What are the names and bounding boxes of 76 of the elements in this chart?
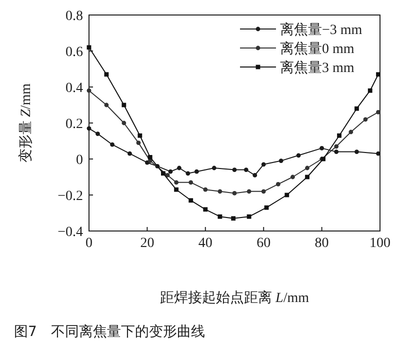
point [128, 151, 132, 156]
point [334, 150, 339, 154]
point [376, 72, 380, 77]
point [168, 169, 173, 174]
point [232, 191, 237, 196]
point [122, 120, 126, 126]
point [104, 102, 109, 108]
y-tick-label: −0.4 [58, 225, 83, 240]
point [376, 110, 380, 114]
y-axis-title: 变形量 Z/mm [18, 83, 34, 162]
point [284, 192, 290, 198]
point [165, 173, 170, 178]
point [86, 88, 92, 93]
y-tick-label: 0.6 [66, 45, 83, 60]
point [368, 88, 372, 93]
x-tick-label: 100 [370, 236, 390, 251]
point [218, 214, 222, 219]
point [232, 168, 237, 172]
x-tick-label: 40 [198, 236, 212, 251]
point [194, 169, 199, 174]
point [276, 182, 280, 186]
point [212, 166, 216, 170]
point [246, 214, 252, 219]
point [363, 117, 368, 122]
y-tick-label: 0.4 [66, 81, 83, 96]
point [376, 151, 380, 156]
x-axis-title: 距焊接起始点距离 L/mm [160, 290, 310, 306]
y-tick-label: 0.2 [66, 117, 83, 132]
point [203, 207, 208, 212]
point [86, 126, 92, 131]
caption: 图7 不同离焦量下的变形曲线 [14, 324, 205, 340]
point [188, 180, 194, 185]
point [177, 166, 182, 170]
point [348, 130, 354, 134]
point [278, 158, 284, 163]
point [244, 168, 248, 172]
point [104, 72, 109, 77]
point [290, 174, 295, 180]
point [188, 198, 194, 203]
x-tick-label: 0 [86, 236, 92, 251]
point [231, 216, 236, 221]
legend-label: 离焦量−3 mm [280, 22, 362, 38]
point [138, 133, 142, 138]
point [334, 144, 339, 149]
point [354, 106, 359, 111]
point [161, 171, 166, 176]
point [305, 166, 310, 170]
point [354, 150, 359, 154]
point [246, 189, 252, 194]
point [203, 187, 208, 192]
point [296, 153, 301, 158]
point [218, 189, 222, 194]
point [174, 187, 178, 192]
point [320, 146, 324, 150]
point [96, 132, 100, 136]
x-tick-label: 80 [314, 236, 329, 251]
legend-label: 离焦量3 mm [280, 60, 354, 76]
y-tick-label: 0 [76, 153, 83, 168]
point [261, 162, 266, 167]
x-tick-label: 60 [256, 236, 271, 251]
point [264, 205, 269, 210]
point [261, 189, 266, 194]
point [337, 133, 342, 138]
point [174, 180, 178, 185]
point [186, 171, 190, 176]
point [110, 142, 114, 147]
x-tick-label: 20 [140, 236, 154, 251]
y-tick-label: −0.2 [58, 189, 83, 204]
legend-label: 离焦量0 mm [280, 41, 354, 57]
point [148, 155, 152, 160]
point [252, 173, 258, 178]
point [305, 174, 310, 180]
point [86, 45, 92, 50]
y-tick-label: 0.8 [66, 9, 83, 24]
point [122, 102, 126, 108]
point [136, 140, 141, 145]
